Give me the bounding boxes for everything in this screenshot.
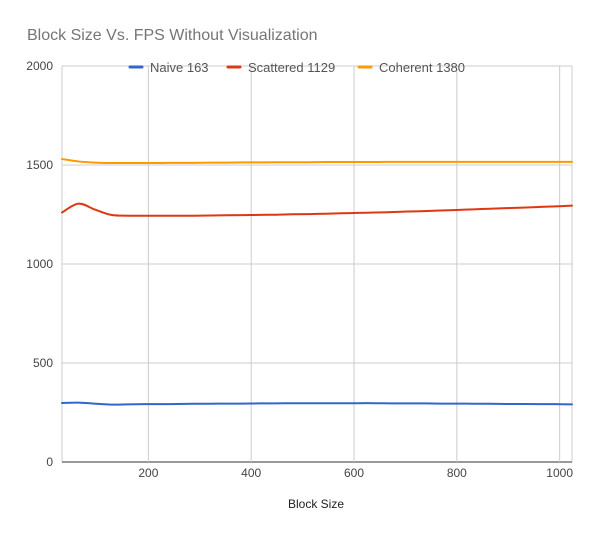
y-tick-label: 1500	[26, 158, 53, 172]
legend-label: Naive 163	[150, 60, 209, 75]
tick-labels: 0 500 1000 1500 2000 200 400 600 800 1000	[26, 59, 573, 480]
x-tick-label: 200	[138, 466, 158, 480]
y-tick-label: 0	[46, 455, 53, 469]
legend: Naive 163 Scattered 1129 Coherent 1380	[128, 60, 465, 75]
x-tick-label: 400	[241, 466, 261, 480]
grid-layer	[61, 65, 573, 463]
legend-label: Coherent 1380	[379, 60, 465, 75]
series-layer	[61, 158, 573, 406]
legend-label: Scattered 1129	[248, 60, 335, 75]
x-axis-title: Block Size	[288, 497, 344, 511]
y-tick-label: 500	[33, 356, 53, 370]
x-tick-label: 800	[447, 466, 467, 480]
series-line-1	[61, 202, 573, 217]
x-tick-label: 1000	[546, 466, 573, 480]
series-line-2	[61, 158, 573, 165]
series-line-0	[61, 401, 573, 406]
y-tick-label: 2000	[26, 59, 53, 73]
x-tick-label: 600	[344, 466, 364, 480]
y-tick-label: 1000	[26, 257, 53, 271]
chart-title: Block Size Vs. FPS Without Visualization	[27, 27, 318, 44]
